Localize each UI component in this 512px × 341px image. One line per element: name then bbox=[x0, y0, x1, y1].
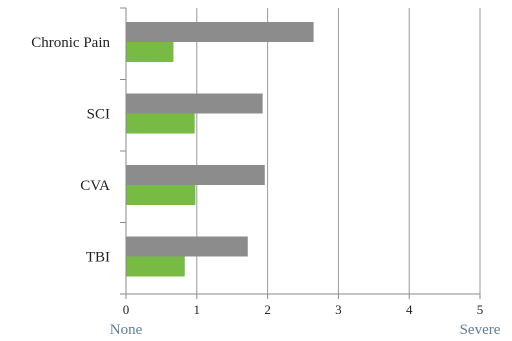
category-label: CVA bbox=[80, 178, 110, 194]
x-tick-label: 3 bbox=[335, 302, 342, 317]
x-tick-label: 5 bbox=[477, 302, 484, 317]
category-label: TBI bbox=[86, 250, 110, 266]
bar bbox=[126, 185, 196, 205]
category-label: SCI bbox=[87, 107, 110, 123]
category-label: Chronic Pain bbox=[31, 35, 110, 51]
x-tick-labels: 0 1 2 3 4 5 bbox=[123, 302, 484, 317]
x-tick-label: 4 bbox=[406, 302, 413, 317]
bars bbox=[126, 22, 314, 277]
x-min-label: None bbox=[110, 322, 143, 338]
bar bbox=[126, 165, 265, 185]
x-tick-label: 2 bbox=[264, 302, 271, 317]
x-tick-label: 1 bbox=[194, 302, 201, 317]
bar bbox=[126, 93, 263, 114]
x-max-label: Severe bbox=[460, 322, 501, 338]
bar bbox=[126, 113, 195, 134]
axes bbox=[120, 7, 481, 299]
x-tick-label: 0 bbox=[123, 302, 130, 317]
bar bbox=[126, 236, 248, 257]
category-labels: Chronic Pain SCI CVA TBI bbox=[31, 35, 110, 266]
bar bbox=[126, 42, 174, 62]
bar bbox=[126, 256, 185, 277]
bar bbox=[126, 22, 314, 42]
